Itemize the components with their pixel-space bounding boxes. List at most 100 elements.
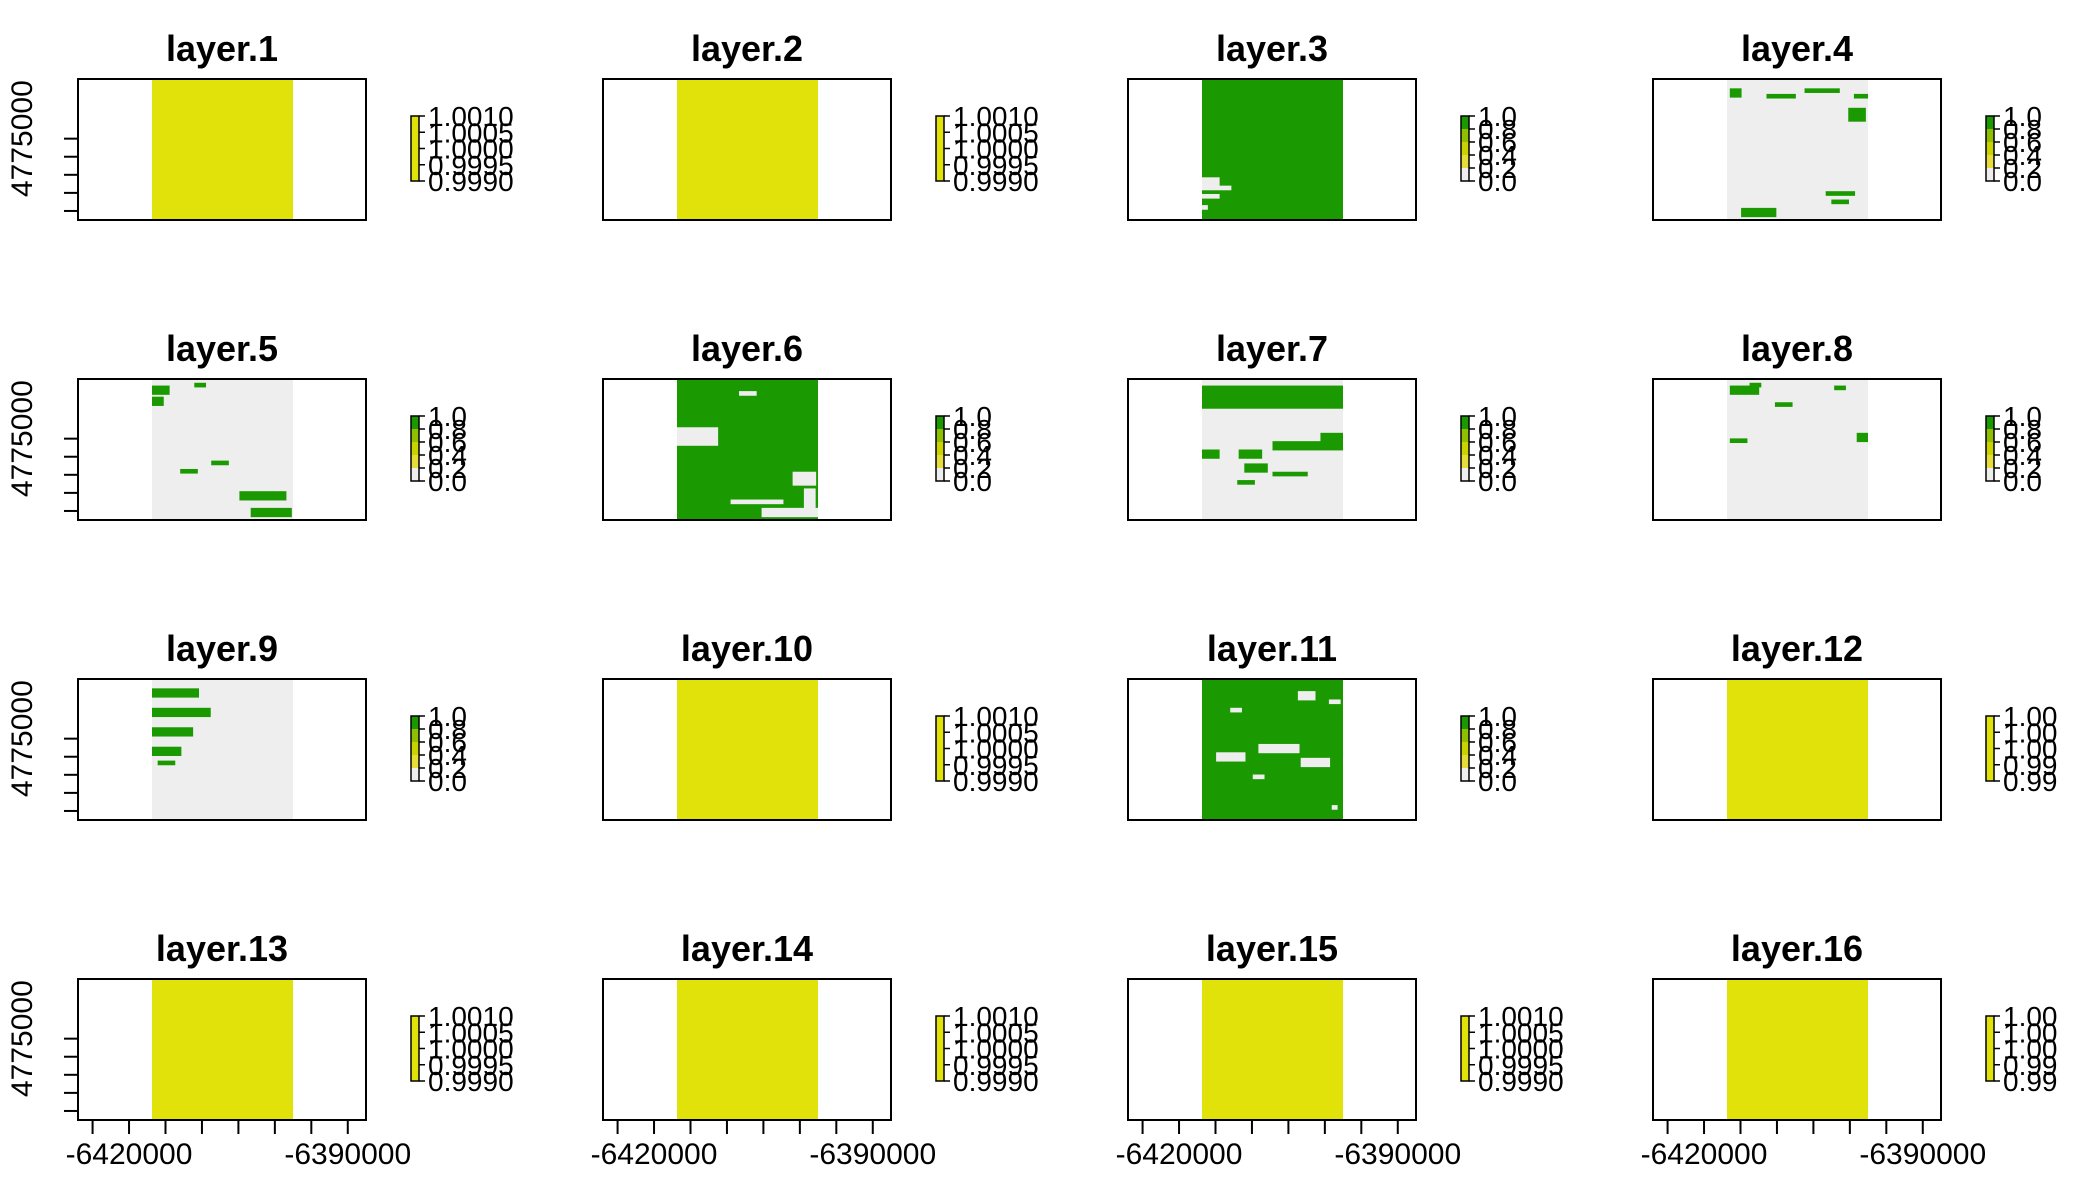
raster-cell-patch	[1202, 185, 1232, 191]
legend-bar	[1986, 1016, 1994, 1081]
panel-layer-5: layer.5 4775000 1.00.80.60.40.20.0	[6, 328, 467, 521]
legend-frame	[410, 415, 420, 482]
panel-layer-15: layer.15 -6420000 -6390000 1.00101.00051.00…	[1116, 928, 1564, 1171]
legend-bar-segment	[936, 429, 944, 442]
raster-fill	[1727, 680, 1868, 819]
panel-title: layer.6	[691, 328, 803, 369]
raster-cell-patch	[1300, 757, 1331, 768]
raster-cell-patch	[239, 491, 287, 501]
legend-bar-segment	[1461, 168, 1469, 181]
legend-frame	[1460, 115, 1470, 182]
raster-fill	[677, 980, 818, 1119]
legend: 1.00.80.60.40.20.0	[1985, 101, 2042, 197]
legend-tick-label: 1.0000	[428, 134, 514, 165]
legend-tick-label: 1.0010	[1478, 1001, 1564, 1032]
legend-tick-label: 1.00	[2003, 701, 2058, 732]
legend-bar-segment	[411, 742, 419, 755]
raster-cell-patch	[1331, 805, 1338, 810]
legend-bar-segment	[1986, 116, 1994, 129]
legend-tick-label: 1.0000	[953, 134, 1039, 165]
legend-tick-label: 0.2	[428, 753, 467, 784]
legend-bar-segment	[1986, 468, 1994, 481]
raster-cell-patch	[739, 391, 757, 396]
panel-frame	[602, 378, 892, 521]
legend-tick-label: 0.4	[953, 440, 992, 471]
legend-tick-label: 0.9995	[953, 150, 1039, 181]
legend-tick-label: 0.6	[428, 727, 467, 758]
raster-cell-patch	[152, 396, 164, 406]
panel-layer-6: layer.6 1.00.80.60.40.20.0	[602, 328, 992, 521]
raster-cell-patch	[152, 727, 194, 737]
raster-cell-patch	[152, 385, 170, 395]
raster-cell-patch	[1297, 691, 1316, 701]
legend-tick-label: 0.6	[2003, 127, 2042, 158]
legend-tick-label: 1.00	[2003, 717, 2058, 748]
legend-tick-label: 0.8	[428, 714, 467, 745]
raster-cell-patch	[803, 488, 816, 512]
legend-bar-segment	[1461, 116, 1469, 129]
legend-bar-segment	[1986, 442, 1994, 455]
legend-bar	[1986, 716, 1994, 781]
legend-bar-segment	[411, 468, 419, 481]
legend-tick-label: 0.2	[953, 453, 992, 484]
raster-cell-patch	[1749, 382, 1762, 388]
legend: 1.00.80.60.40.20.0	[410, 701, 467, 797]
panel-layer-9: layer.9 4775000 1.00.80.60.40.20.0	[6, 628, 467, 821]
raster-cell-patch	[1848, 107, 1866, 122]
raster-cell-patch	[730, 499, 784, 505]
legend-bar-segment	[1461, 468, 1469, 481]
raster-cell-patch	[211, 460, 229, 466]
legend-bar-segment	[1986, 129, 1994, 142]
panel-title: layer.10	[681, 628, 813, 669]
legend-tick-label: 1.0000	[1478, 1034, 1564, 1065]
panel-title: layer.15	[1206, 928, 1338, 969]
legend-bar-segment	[1461, 155, 1469, 168]
panel-title: layer.14	[681, 928, 813, 969]
legend-tick-label: 0.9990	[428, 1066, 514, 1097]
legend-bar-segment	[1461, 129, 1469, 142]
raster-fill	[1727, 980, 1868, 1119]
raster-cell-patch	[1853, 93, 1868, 99]
legend-bar	[936, 1016, 944, 1081]
panel-frame	[77, 678, 367, 821]
legend: 1.001.001.000.990.99	[1985, 1001, 2058, 1097]
legend: 1.00.80.60.40.20.0	[1985, 401, 2042, 497]
legend-tick-label: 0.9990	[953, 766, 1039, 797]
legend-tick-label: 1.00	[2003, 1017, 2058, 1048]
panel-title: layer.4	[1741, 28, 1853, 69]
legend-tick-label: 0.9995	[953, 750, 1039, 781]
legend-tick-label: 0.9990	[953, 166, 1039, 197]
legend-bar	[936, 716, 944, 781]
y-tick-label: 4775000	[6, 380, 39, 497]
panel-frame	[602, 978, 892, 1121]
raster-cell-patch	[1202, 205, 1208, 210]
raster-cell-patch	[1831, 199, 1849, 205]
legend: 1.00.80.60.40.20.0	[410, 401, 467, 497]
raster-cell-patch	[761, 507, 818, 518]
legend-tick-label: 0.4	[1478, 140, 1517, 171]
raster-cell-patch	[1804, 88, 1840, 93]
legend-tick-label: 0.8	[1478, 114, 1517, 145]
raster-cell-patch	[1272, 441, 1343, 451]
raster-cell-patch	[1729, 385, 1760, 395]
legend-tick-label: 1.0	[428, 701, 467, 732]
legend-tick-label: 1.0	[953, 401, 992, 432]
legend-frame	[410, 715, 420, 782]
x-tick-label: -6420000	[1641, 1138, 1768, 1171]
legend-frame	[1985, 415, 1995, 482]
legend: 1.001.001.000.990.99	[1985, 701, 2058, 797]
raster-cell-patch	[792, 471, 817, 486]
legend-bar-segment	[1461, 455, 1469, 468]
legend-bar-segment	[1461, 755, 1469, 768]
legend-tick-label: 1.0005	[428, 1017, 514, 1048]
raster-cell-patch	[1202, 177, 1220, 187]
panel-frame	[602, 678, 892, 821]
legend-bar	[1461, 1016, 1469, 1081]
legend-tick-label: 0.8	[1478, 414, 1517, 445]
panel-layer-7: layer.7 1.00.80.60.40.20.0	[1127, 328, 1517, 521]
raster-fill	[152, 980, 293, 1119]
raster-cell-patch	[1741, 207, 1777, 218]
raster-cell-patch	[1230, 707, 1242, 713]
